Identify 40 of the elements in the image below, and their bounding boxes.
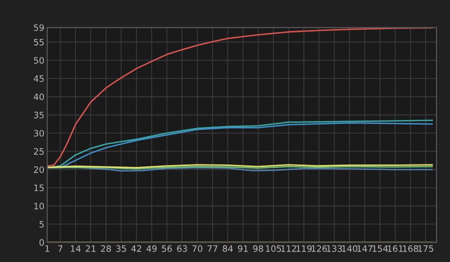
x-tick-label: 119 xyxy=(296,245,312,252)
x-tick-label: 140 xyxy=(342,245,358,252)
y-tick-label: 40 xyxy=(34,94,44,100)
x-tick-label: 175 xyxy=(418,245,434,252)
x-tick-label: 161 xyxy=(388,245,403,252)
x-tick-label: 42 xyxy=(131,245,142,252)
x-tick-label: 105 xyxy=(266,245,281,252)
x-tick-label: 28 xyxy=(101,245,111,252)
x-tick-label: 1 xyxy=(45,245,50,252)
x-tick-label: 98 xyxy=(253,245,264,252)
y-tick-label: 20 xyxy=(34,166,44,173)
x-tick-label: 63 xyxy=(177,245,187,252)
y-tick-label: 15 xyxy=(34,184,44,192)
x-tick-label: 168 xyxy=(403,245,418,252)
y-tick-label: 30 xyxy=(34,130,44,137)
x-tick-label: 91 xyxy=(238,245,248,252)
x-tick-label: 147 xyxy=(357,245,372,252)
y-tick-label: 10 xyxy=(34,202,44,210)
x-tick-label: 133 xyxy=(326,245,342,252)
x-tick-label: 84 xyxy=(222,245,233,252)
x-tick-label: 35 xyxy=(116,245,126,252)
x-tick-label: 126 xyxy=(312,245,327,252)
y-tick-label: 25 xyxy=(34,148,44,155)
y-tick-label: 5 xyxy=(40,221,44,228)
line-series xyxy=(47,28,433,167)
x-tick-label: 21 xyxy=(86,245,96,252)
x-tick-label: 112 xyxy=(281,245,296,252)
x-tick-label: 70 xyxy=(192,245,202,252)
y-tick-label: 45 xyxy=(34,75,44,82)
x-tick-label: 7 xyxy=(58,245,62,252)
y-tick-label: 35 xyxy=(34,112,44,118)
y-tick-label: 55 xyxy=(34,39,44,46)
x-tick-label: 77 xyxy=(208,245,218,252)
y-tick-label: 0 xyxy=(39,239,44,246)
x-tick-label: 56 xyxy=(162,245,172,252)
x-tick-label: 154 xyxy=(372,245,388,252)
x-tick-label: 14 xyxy=(70,245,81,252)
x-tick-label: 49 xyxy=(146,245,157,252)
y-tick-label: 50 xyxy=(34,57,44,64)
y-tick-label: 59 xyxy=(34,24,44,31)
